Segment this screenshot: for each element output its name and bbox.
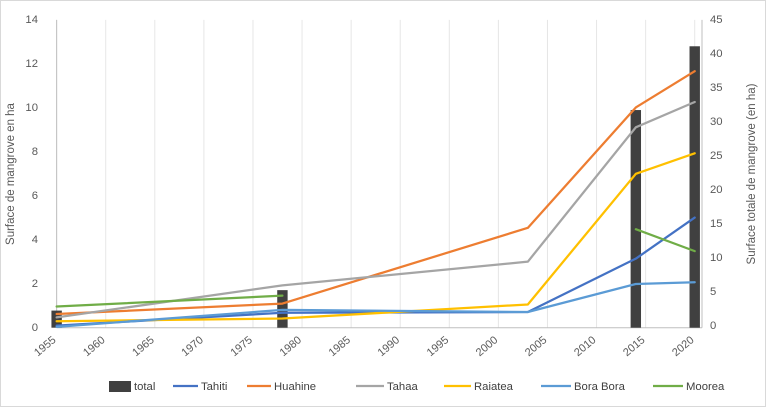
svg-text:1955: 1955: [32, 334, 58, 359]
svg-text:Raiatea: Raiatea: [474, 381, 514, 393]
svg-text:Tahiti: Tahiti: [201, 381, 227, 393]
svg-text:2: 2: [32, 278, 38, 290]
svg-text:10: 10: [25, 102, 38, 114]
svg-text:total: total: [134, 381, 155, 393]
svg-text:14: 14: [25, 14, 38, 26]
svg-text:25: 25: [710, 150, 723, 162]
svg-text:1975: 1975: [228, 334, 254, 359]
svg-text:Surface de mangrove en ha: Surface de mangrove en ha: [5, 102, 17, 245]
svg-text:45: 45: [710, 14, 723, 26]
svg-text:1960: 1960: [81, 334, 107, 359]
svg-text:1965: 1965: [130, 334, 156, 359]
svg-text:2015: 2015: [621, 334, 647, 359]
svg-text:20: 20: [710, 184, 723, 196]
svg-text:12: 12: [25, 58, 38, 70]
svg-text:Huahine: Huahine: [274, 381, 316, 393]
svg-text:30: 30: [710, 116, 723, 128]
svg-text:Tahaa: Tahaa: [387, 381, 418, 393]
svg-text:2020: 2020: [670, 334, 696, 359]
svg-text:0: 0: [32, 322, 38, 334]
svg-text:Moorea: Moorea: [686, 381, 725, 393]
svg-text:0: 0: [710, 320, 716, 332]
svg-text:8: 8: [32, 146, 38, 158]
svg-text:Bora Bora: Bora Bora: [574, 381, 626, 393]
svg-text:15: 15: [710, 218, 723, 230]
svg-text:2010: 2010: [572, 334, 598, 359]
svg-text:2000: 2000: [474, 334, 500, 359]
svg-text:5: 5: [710, 286, 716, 298]
svg-text:10: 10: [710, 252, 723, 264]
svg-text:Surface totale de mangrove (en: Surface totale de mangrove (en ha): [746, 83, 758, 264]
svg-text:1995: 1995: [425, 334, 451, 359]
svg-text:4: 4: [32, 234, 38, 246]
svg-text:1970: 1970: [179, 334, 205, 359]
svg-text:35: 35: [710, 82, 723, 94]
svg-text:40: 40: [710, 48, 723, 60]
svg-text:1990: 1990: [376, 334, 402, 359]
svg-text:1985: 1985: [327, 334, 353, 359]
svg-text:2005: 2005: [523, 334, 549, 359]
svg-text:6: 6: [32, 190, 38, 202]
svg-text:1980: 1980: [278, 334, 304, 359]
